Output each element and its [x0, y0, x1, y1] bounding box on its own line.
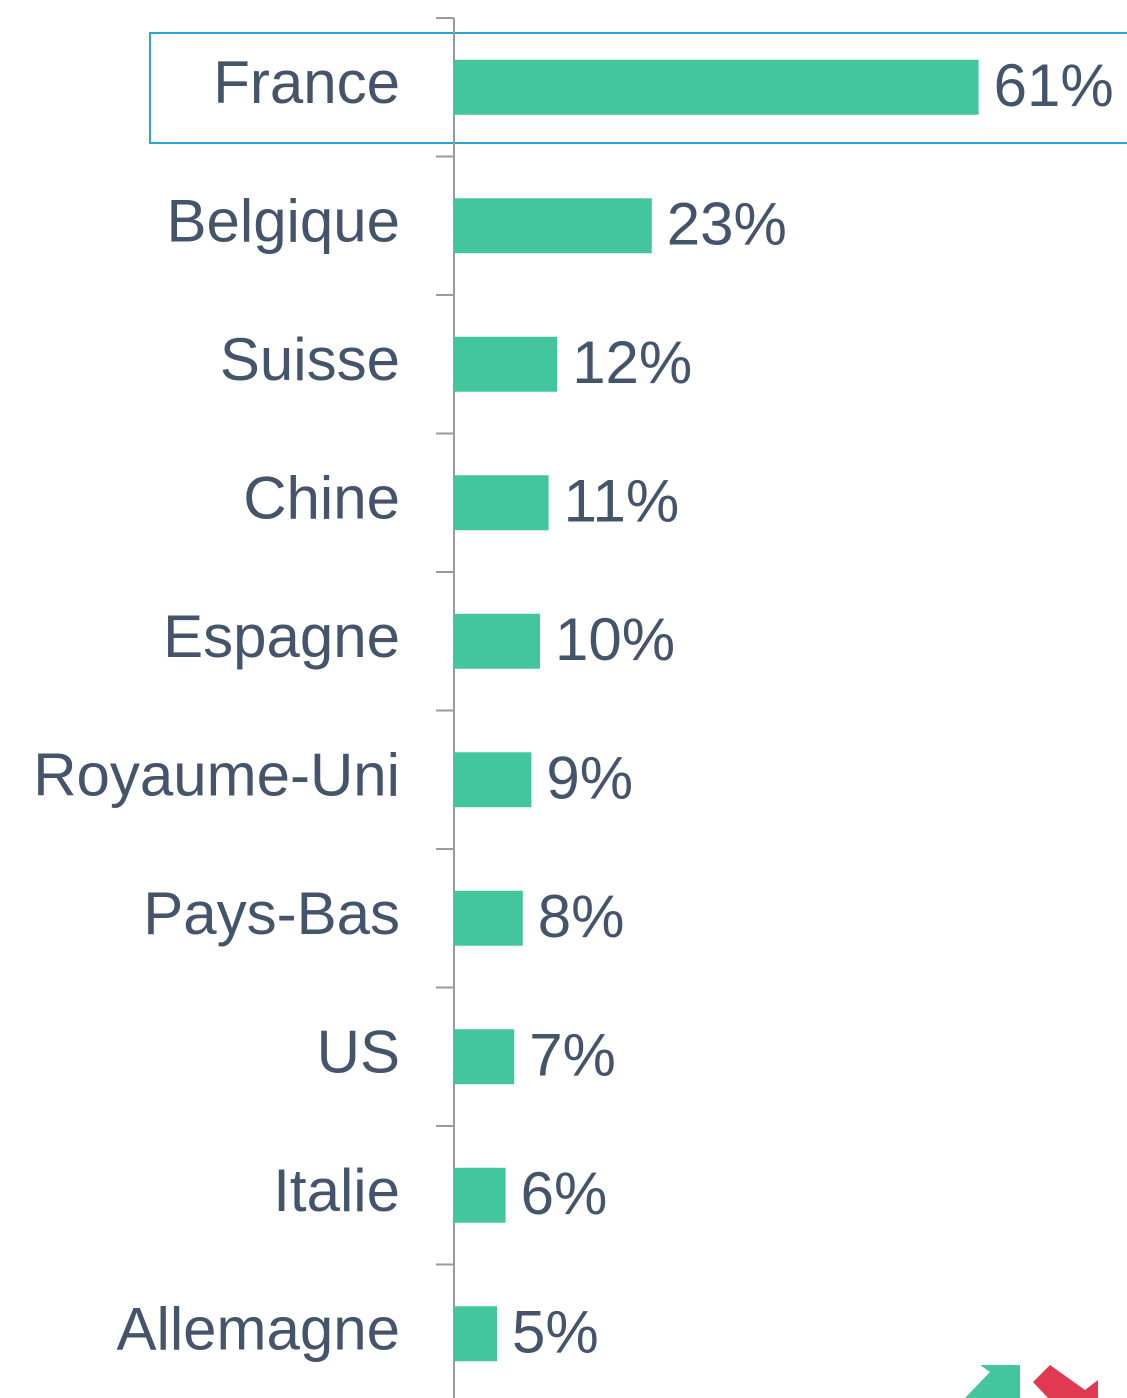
value-label: 6% [521, 1160, 608, 1227]
category-label: US [317, 1019, 400, 1086]
value-label: 5% [512, 1299, 599, 1366]
category-label: Allemagne [116, 1296, 400, 1363]
value-label: 23% [667, 191, 787, 258]
category-label: France [213, 49, 400, 116]
value-label: 11% [564, 468, 680, 535]
value-label: 7% [529, 1022, 616, 1089]
logo-arrow-red [1033, 1365, 1098, 1398]
category-label: Pays-Bas [143, 880, 400, 947]
value-label: 12% [572, 329, 692, 396]
bar [454, 613, 540, 669]
value-label: 8% [538, 883, 625, 950]
category-label: Espagne [163, 603, 400, 670]
bar [454, 59, 979, 115]
bar [454, 890, 523, 946]
category-label: Suisse [220, 326, 400, 393]
bar [454, 475, 549, 531]
bar [454, 336, 558, 392]
value-label: 10% [555, 606, 675, 673]
bar [454, 1167, 506, 1223]
category-label: Chine [243, 465, 400, 532]
category-label: Belgique [166, 188, 400, 255]
bar [454, 1029, 515, 1085]
bar [454, 752, 532, 808]
category-label: Italie [273, 1157, 400, 1224]
category-label: Royaume-Uni [33, 742, 400, 809]
selection-highlight [149, 32, 1127, 144]
logo-arrow-green [965, 1365, 1020, 1398]
value-label: 61% [994, 52, 1114, 119]
bar [454, 198, 652, 254]
value-label: 9% [546, 745, 633, 812]
bar [454, 1306, 497, 1362]
